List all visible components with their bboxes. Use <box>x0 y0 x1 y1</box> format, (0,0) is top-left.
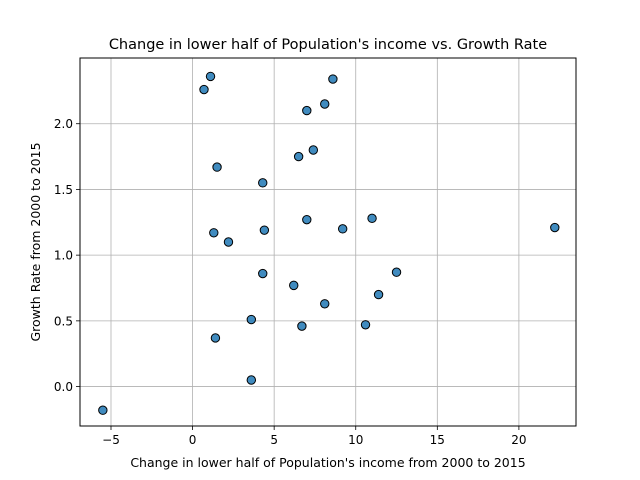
data-point <box>550 222 560 233</box>
plot-area-frame <box>79 57 577 427</box>
data-point <box>360 320 371 330</box>
data-point <box>205 71 216 82</box>
data-point <box>223 237 234 247</box>
data-point <box>367 213 377 224</box>
data-point <box>212 162 222 172</box>
y-axis-ticks: 0.0 0.5 1.0 1.5 2.0 <box>54 117 80 394</box>
y-tick-label: 2.0 <box>54 117 73 131</box>
data-point <box>289 280 299 291</box>
data-point <box>302 214 312 225</box>
data-points <box>98 71 560 415</box>
x-tick-label: 10 <box>348 433 363 447</box>
y-tick-label: 0.5 <box>54 314 73 328</box>
data-point <box>328 74 338 84</box>
x-tick-label: 5 <box>270 433 278 447</box>
x-tick-label: 20 <box>511 433 526 447</box>
data-point <box>199 84 209 95</box>
data-point <box>246 375 257 385</box>
data-point <box>209 228 219 238</box>
data-point <box>320 99 330 109</box>
y-axis-label: Growth Rate from 2000 to 2015 <box>28 142 43 341</box>
y-tick-label: 1.5 <box>54 183 73 197</box>
x-tick-label: 15 <box>430 433 445 447</box>
y-tick-label: 0.0 <box>54 380 73 394</box>
data-point <box>259 225 270 235</box>
data-point <box>337 224 348 234</box>
data-point <box>373 289 384 300</box>
x-axis-ticks: −5 0 5 10 15 20 <box>102 426 527 447</box>
data-point <box>320 299 330 309</box>
data-point <box>308 145 319 155</box>
data-point <box>210 333 221 343</box>
data-point <box>293 151 304 162</box>
data-point <box>98 405 108 415</box>
y-tick-label: 1.0 <box>54 249 73 263</box>
data-point <box>297 321 307 331</box>
grid-lines <box>80 58 576 426</box>
data-point <box>246 314 257 325</box>
data-point <box>302 105 312 116</box>
x-tick-label: −5 <box>102 433 120 447</box>
chart-title: Change in lower half of Population's inc… <box>109 37 547 53</box>
data-point <box>391 267 402 277</box>
data-point <box>258 178 268 188</box>
x-axis-label: Change in lower half of Population's inc… <box>130 455 525 470</box>
data-point <box>258 268 268 279</box>
x-tick-label: 0 <box>189 433 197 447</box>
